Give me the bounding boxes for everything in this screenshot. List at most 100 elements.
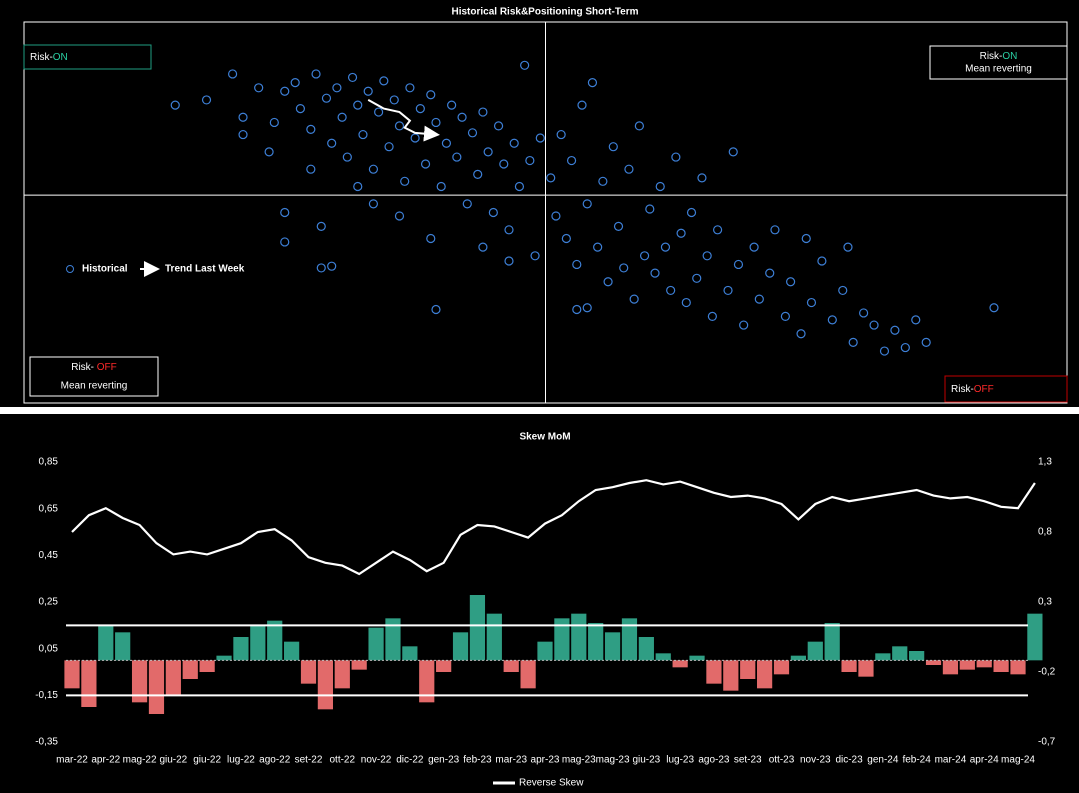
bar: [419, 660, 435, 703]
x-tick-label: lug-22: [227, 755, 255, 766]
quadrant-prefix: Risk-: [951, 384, 974, 395]
scatter-point: [342, 152, 352, 162]
scatter-point: [400, 176, 410, 186]
scatter-point: [801, 233, 811, 244]
scatter-point: [327, 261, 337, 271]
scatter-point: [353, 100, 363, 110]
scatter-point: [358, 129, 368, 140]
scatter-point: [530, 251, 540, 261]
scatter-point: [806, 297, 817, 308]
scatter-point: [796, 329, 806, 339]
bar: [98, 625, 114, 661]
scatter-point: [493, 121, 504, 131]
bar: [993, 660, 1009, 672]
bar: [469, 595, 486, 661]
bar: [385, 618, 401, 661]
scatter-point: [368, 164, 379, 174]
scatter-point: [645, 204, 655, 214]
bar: [638, 637, 654, 661]
bar: [942, 660, 959, 675]
scatter-point: [394, 211, 405, 221]
x-tick-label: dic-22: [396, 755, 424, 766]
scatter-point: [879, 346, 890, 356]
scatter-point: [379, 76, 389, 86]
bar: [317, 660, 333, 710]
scatter-point: [572, 259, 582, 270]
scatter-point: [228, 69, 238, 79]
x-tick-label: mag-24: [1001, 755, 1035, 766]
scatter-point: [676, 228, 686, 238]
x-tick-label: lug-23: [666, 755, 694, 766]
scatter-point: [327, 138, 337, 148]
bar: [334, 660, 350, 689]
y-tick-label: 0,45: [39, 550, 59, 561]
y2-tick-label: 0,3: [1038, 597, 1052, 608]
quadrant-prefix: Risk-: [71, 362, 97, 373]
scatter-point: [593, 242, 603, 252]
x-tick-label: gen-23: [428, 755, 460, 766]
scatter-point: [728, 147, 738, 157]
scatter-point: [671, 152, 681, 162]
x-tick-label: apr-23: [531, 755, 560, 766]
x-tick-label: nov-23: [800, 755, 831, 766]
scatter-point: [535, 133, 545, 143]
scatter-point: [838, 285, 848, 296]
line-series: [71, 479, 1036, 576]
scatter-point: [332, 83, 342, 93]
scatter-point: [384, 142, 394, 152]
scatter-point: [859, 308, 869, 318]
scatter-point: [702, 251, 712, 261]
bar: [655, 653, 671, 661]
quadrant-state: ON: [53, 52, 68, 63]
scatter-point: [436, 181, 446, 192]
quadrant-box: [29, 356, 159, 397]
scatter-point: [269, 117, 279, 128]
bar: [909, 651, 925, 661]
bar: [115, 632, 131, 661]
scatter-point: [478, 107, 488, 117]
x-tick-label: ott-22: [329, 755, 355, 766]
scatter-point: [311, 69, 321, 79]
bar: [621, 618, 638, 661]
x-tick-label: mar-24: [935, 755, 967, 766]
scatter-point: [337, 112, 347, 122]
scatter-point: [608, 142, 618, 152]
bar: [706, 660, 722, 684]
bar: [452, 632, 469, 661]
scatter-point: [624, 164, 634, 174]
scatter-point: [634, 121, 644, 131]
bar: [604, 632, 621, 661]
bar: [925, 660, 942, 665]
x-tick-label: mar-23: [495, 755, 527, 766]
scatter-point: [473, 169, 483, 179]
bar: [740, 660, 756, 679]
y-tick-label: 0,85: [39, 457, 59, 468]
scatter-point: [692, 273, 702, 283]
x-tick-label: mag-23: [596, 755, 630, 766]
scatter-point: [613, 221, 624, 231]
scatter-point: [556, 129, 566, 140]
scatter-point: [749, 242, 759, 252]
scatter-point: [504, 256, 514, 266]
x-tick-label: feb-24: [902, 755, 931, 766]
x-tick-label: ago-22: [259, 755, 291, 766]
bar: [841, 660, 857, 672]
bar: [790, 655, 806, 661]
scatter-point: [911, 315, 921, 325]
bar: [199, 660, 215, 672]
bar: [1027, 613, 1043, 661]
scatter-point: [598, 176, 608, 186]
scatter-point: [316, 221, 326, 231]
bar: [503, 660, 519, 672]
scatter-point: [786, 277, 796, 287]
scatter-point: [431, 304, 441, 315]
quadrant-prefix: Risk-: [30, 52, 53, 63]
bar: [368, 627, 384, 661]
scatter-point: [368, 199, 379, 209]
scatter-point: [525, 155, 535, 166]
bottom-panel: [0, 414, 1079, 793]
scatter-point: [488, 207, 498, 218]
quadrant-state: OFF: [974, 384, 994, 395]
scatter-point: [420, 159, 431, 169]
chart-title: Skew MoM: [519, 432, 570, 443]
